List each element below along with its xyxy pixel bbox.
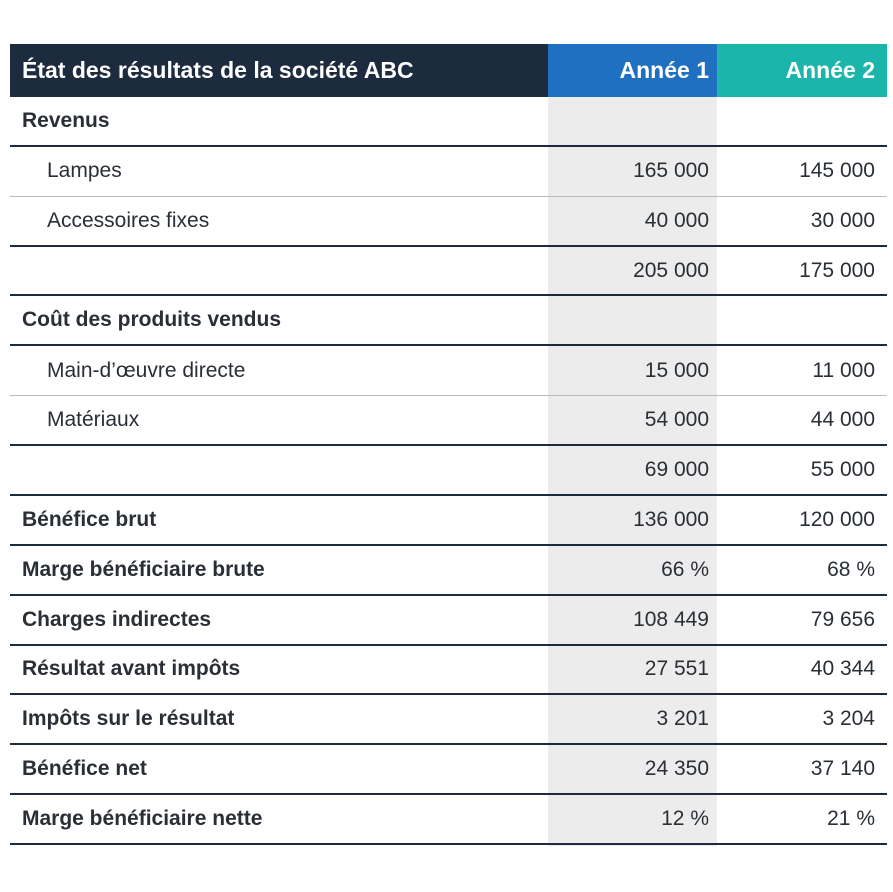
year-2-value: 30 000 xyxy=(810,208,875,232)
year-1-value: 205 000 xyxy=(633,258,709,282)
year-1-value: 108 449 xyxy=(633,607,709,631)
table-row: Main-d’œuvre directe 15 000 11 000 xyxy=(10,346,887,397)
year-2-value: 11 000 xyxy=(812,358,875,382)
section-label: Résultat avant impôts xyxy=(22,657,241,681)
year-2-value: 37 140 xyxy=(810,757,875,781)
year-2-value: 44 000 xyxy=(810,408,875,432)
table-row: Marge bénéficiaire brute 66 % 68 % xyxy=(10,546,887,596)
year-1-value: 165 000 xyxy=(633,159,709,183)
line-item-label: Lampes xyxy=(47,159,122,183)
section-label: Revenus xyxy=(22,108,110,132)
table-row: Lampes 165 000 145 000 xyxy=(10,147,887,197)
table-row: Matériaux 54 000 44 000 xyxy=(10,396,887,447)
table-row: Marge bénéficiaire nette 12 % 21 % xyxy=(10,795,887,846)
year-1-value: 15 000 xyxy=(644,358,709,382)
table-row: 205 000 175 000 xyxy=(10,247,887,297)
year-1-value: 3 201 xyxy=(656,707,709,731)
year-2-value: 55 000 xyxy=(810,458,875,481)
year-1-value: 40 000 xyxy=(644,208,709,232)
section-label: Bénéfice net xyxy=(22,757,147,781)
table-row: Impôts sur le résultat 3 201 3 204 xyxy=(10,695,887,746)
line-item-label: Main-d’œuvre directe xyxy=(47,358,246,382)
table-title: État des résultats de la société ABC xyxy=(10,44,548,97)
table-row: 69 000 55 000 xyxy=(10,446,887,496)
table-row: Accessoires fixes 40 000 30 000 xyxy=(10,197,887,247)
column-header: Année 2 xyxy=(717,44,887,97)
year-1-value: 136 000 xyxy=(633,507,709,531)
year-1-value: 24 350 xyxy=(644,757,709,781)
table-row: Bénéfice brut 136 000 120 000 xyxy=(10,496,887,546)
year-2-value: 145 000 xyxy=(799,159,875,183)
year-2-value: 120 000 xyxy=(799,507,875,531)
year-2-value: 175 000 xyxy=(799,258,875,282)
section-label: Charges indirectes xyxy=(22,607,212,631)
year-1-value: 12 % xyxy=(661,807,709,831)
year-2-value: 79 656 xyxy=(810,607,875,631)
year-2-value: 3 204 xyxy=(822,707,875,731)
table-row: Coût des produits vendus xyxy=(10,296,887,347)
table-row: Charges indirectes 108 449 79 656 xyxy=(10,596,887,646)
year-1-value: 69 000 xyxy=(644,458,709,481)
section-label: Marge bénéficiaire nette xyxy=(22,807,263,831)
year-2-value: 21 % xyxy=(827,807,875,831)
section-label: Impôts sur le résultat xyxy=(22,707,235,731)
year-1-value: 66 % xyxy=(661,557,709,581)
section-label: Marge bénéficiaire brute xyxy=(22,557,265,581)
income-table: État des résultats de la société ABC Ann… xyxy=(10,44,887,846)
table-row: Revenus xyxy=(10,97,887,147)
year-2-value: 68 % xyxy=(827,557,875,581)
year-1-value: 27 551 xyxy=(644,657,709,681)
table-row: Bénéfice net 24 350 37 140 xyxy=(10,745,887,796)
table-row: Résultat avant impôts 27 551 40 344 xyxy=(10,646,887,696)
line-item-label: Matériaux xyxy=(47,408,140,432)
column-header: Année 1 xyxy=(548,44,717,97)
year-2-value: 40 344 xyxy=(810,657,875,681)
year-1-value: 54 000 xyxy=(644,408,709,432)
section-label: Coût des produits vendus xyxy=(22,308,282,332)
section-label: Bénéfice brut xyxy=(22,507,157,531)
column-shade xyxy=(548,97,717,846)
line-item-label: Accessoires fixes xyxy=(47,208,210,232)
